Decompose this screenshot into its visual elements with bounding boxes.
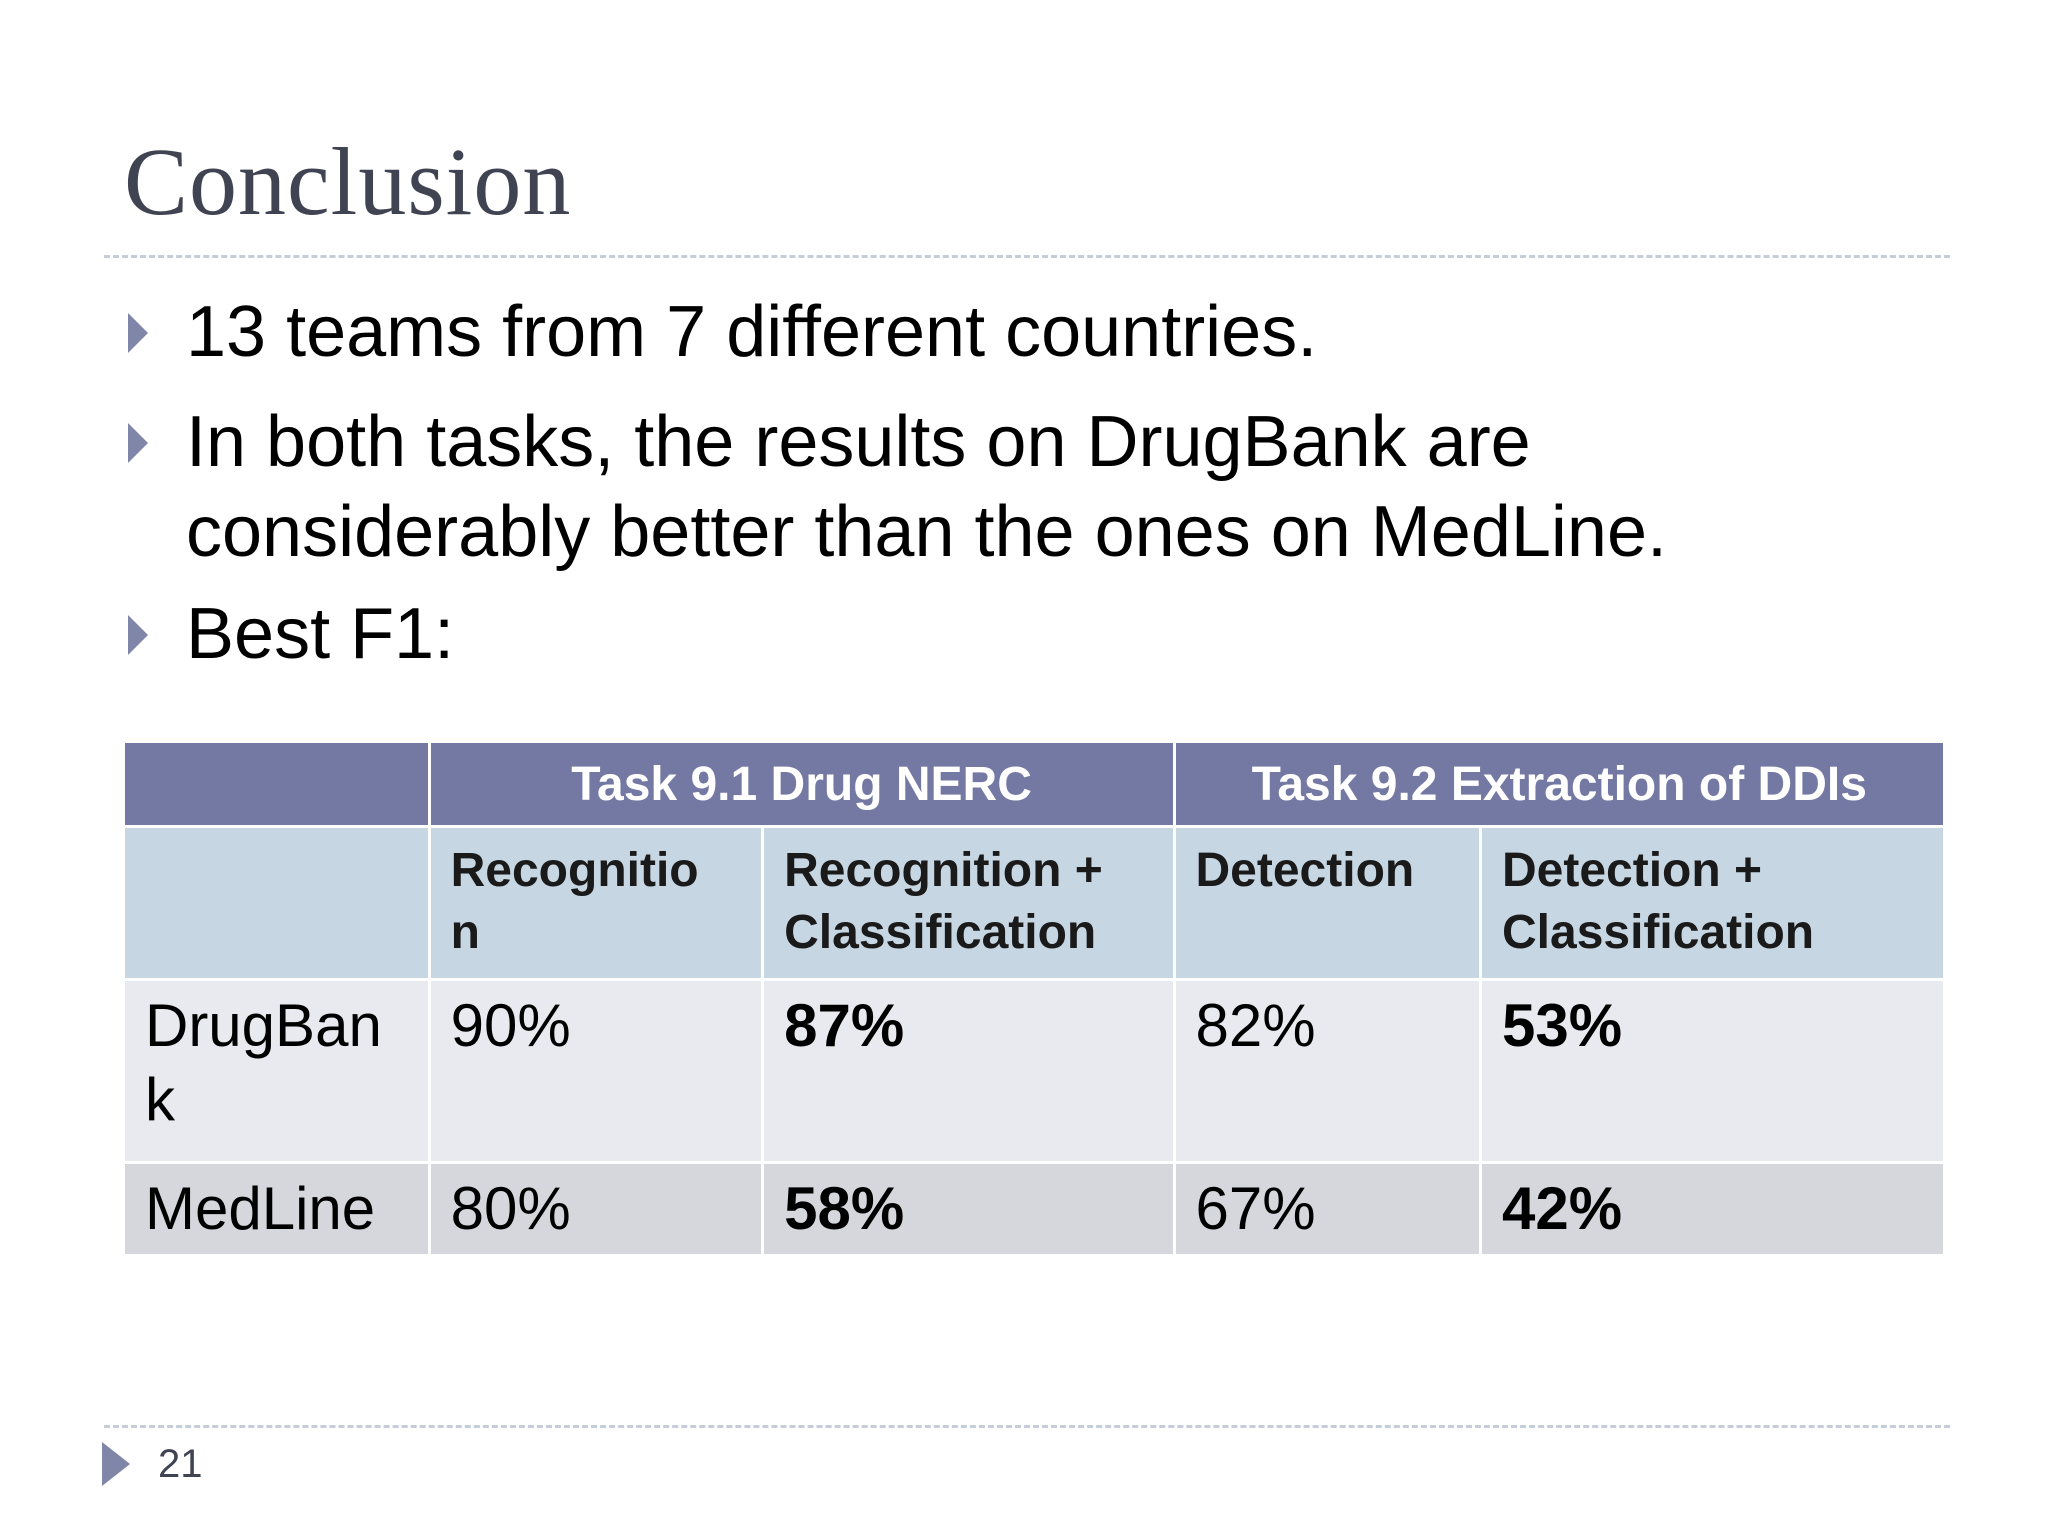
footer-arrow-icon	[102, 1442, 130, 1486]
sub-header-line: Recognitio	[450, 844, 699, 897]
sub-header-line: Classification	[1502, 906, 1815, 959]
cell-value-best: 58%	[761, 1161, 1176, 1257]
cell-value: 67%	[1172, 1161, 1483, 1257]
row-label-line: k	[145, 1066, 175, 1133]
sub-header-line: Recognition +	[784, 844, 1103, 897]
sub-header-line: n	[450, 906, 480, 959]
bullet-teams: 13 teams from 7 different countries.	[186, 292, 1318, 372]
row-label-medline: MedLine	[122, 1161, 431, 1257]
cell-value: 80%	[427, 1161, 765, 1257]
task-9-1-header: Task 9.1 Drug NERC	[427, 740, 1176, 828]
table-corner-cell	[122, 740, 431, 828]
bullet-best-f1: Best F1:	[186, 594, 455, 674]
sub-header-detection: Detection	[1172, 825, 1483, 981]
table-row: DrugBan k 90% 87% 82% 53%	[122, 978, 1946, 1164]
table-sub-header-row: Recognitio n Recognition + Classificatio…	[122, 825, 1946, 981]
row-label-line: DrugBan	[145, 992, 382, 1059]
footer-divider	[104, 1425, 1950, 1428]
bullet-arrow-icon	[128, 423, 148, 463]
cell-value: 90%	[427, 978, 765, 1164]
cell-value-best: 53%	[1479, 978, 1946, 1164]
cell-value-best: 42%	[1479, 1161, 1946, 1257]
task-9-2-header: Task 9.2 Extraction of DDIs	[1172, 740, 1947, 828]
bullet-arrow-icon	[128, 615, 148, 655]
row-label-drugbank: DrugBan k	[122, 978, 431, 1164]
cell-value-best: 87%	[761, 978, 1176, 1164]
cell-value: 82%	[1172, 978, 1483, 1164]
sub-header-recognition: Recognitio n	[427, 825, 765, 981]
table-group-header-row: Task 9.1 Drug NERC Task 9.2 Extraction o…	[122, 740, 1947, 828]
bullet-results-line1: In both tasks, the results on DrugBank a…	[186, 402, 1531, 482]
table-row: MedLine 80% 58% 67% 42%	[122, 1161, 1946, 1257]
sub-header-recognition-classification: Recognition + Classification	[761, 825, 1176, 981]
sub-header-empty	[122, 825, 431, 981]
sub-header-detection-classification: Detection + Classification	[1479, 825, 1946, 981]
page-number: 21	[158, 1442, 203, 1486]
slide-title: Conclusion	[124, 128, 572, 235]
bullet-results-line2: considerably better than the ones on Med…	[186, 492, 1667, 572]
results-table: Task 9.1 Drug NERC Task 9.2 Extraction o…	[122, 740, 1947, 1257]
bullet-arrow-icon	[128, 313, 148, 353]
sub-header-line: Detection	[1195, 844, 1415, 897]
title-divider	[104, 255, 1950, 258]
sub-header-line: Detection +	[1502, 844, 1763, 897]
sub-header-line: Classification	[784, 906, 1097, 959]
